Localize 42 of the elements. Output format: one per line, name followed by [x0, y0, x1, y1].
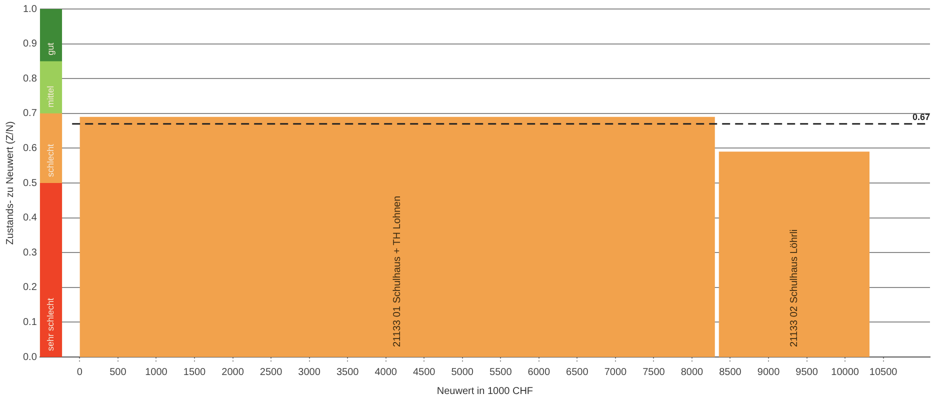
- x-tick-label: 9500: [796, 366, 818, 378]
- x-tick-label: 2000: [222, 366, 244, 378]
- x-tick-label: 7500: [642, 366, 666, 378]
- x-tick-label: 5500: [490, 366, 512, 378]
- x-tick-label: 3500: [336, 366, 360, 378]
- x-tick-label: 1500: [183, 366, 206, 378]
- x-tick-label: 7000: [604, 366, 627, 378]
- y-tick-label: 0.0: [22, 352, 38, 363]
- series-label: 21133 02 Schulhaus Löhrli: [788, 229, 800, 347]
- x-tick-label: 2500: [260, 366, 283, 378]
- x-tick-label: 6500: [566, 366, 589, 378]
- x-tick-label: 8500: [719, 366, 742, 378]
- y-tick-label: 0.6: [22, 142, 38, 154]
- y-tick-label: 0.9: [22, 38, 38, 50]
- x-tick-label: 0: [76, 366, 83, 378]
- x-axis-title: Neuwert in 1000 CHF: [436, 386, 534, 397]
- y-tick-label: 0.7: [22, 108, 38, 120]
- y-tick-label: 0.2: [22, 282, 38, 294]
- series-label: 21133 01 Schulhaus + TH Lohnen: [392, 196, 404, 347]
- y-tick-label: 1.0: [22, 4, 38, 15]
- x-tick-label: 9000: [757, 366, 780, 378]
- x-tick-label: 500: [110, 366, 127, 378]
- series-label: sehr schlecht: [45, 297, 56, 351]
- y-tick-label: 0.5: [22, 178, 38, 189]
- x-tick-label: 8000: [680, 366, 704, 378]
- x-tick-label: 3000: [298, 366, 321, 378]
- y-tick-label: 0.4: [22, 212, 38, 224]
- y-axis-title: Zustands- zu Neuwert (Z/N): [4, 121, 16, 245]
- series-label: mittel: [45, 86, 56, 108]
- x-tick-label: 10500: [869, 366, 898, 378]
- x-tick-label: 1000: [145, 366, 168, 378]
- ref-line-label: 0.67: [912, 112, 930, 122]
- x-tick-label: 6000: [528, 366, 550, 378]
- y-tick-label: 0.3: [22, 247, 38, 258]
- x-tick-label: 5000: [451, 366, 474, 378]
- series-label: schlecht: [45, 143, 56, 177]
- x-tick-label: 4500: [412, 366, 436, 378]
- x-tick-label: 4000: [374, 366, 398, 378]
- y-tick-label: 0.8: [22, 73, 38, 84]
- x-tick-label: 10000: [831, 366, 860, 378]
- y-tick-label: 0.1: [22, 316, 38, 328]
- series-label: gut: [45, 42, 56, 56]
